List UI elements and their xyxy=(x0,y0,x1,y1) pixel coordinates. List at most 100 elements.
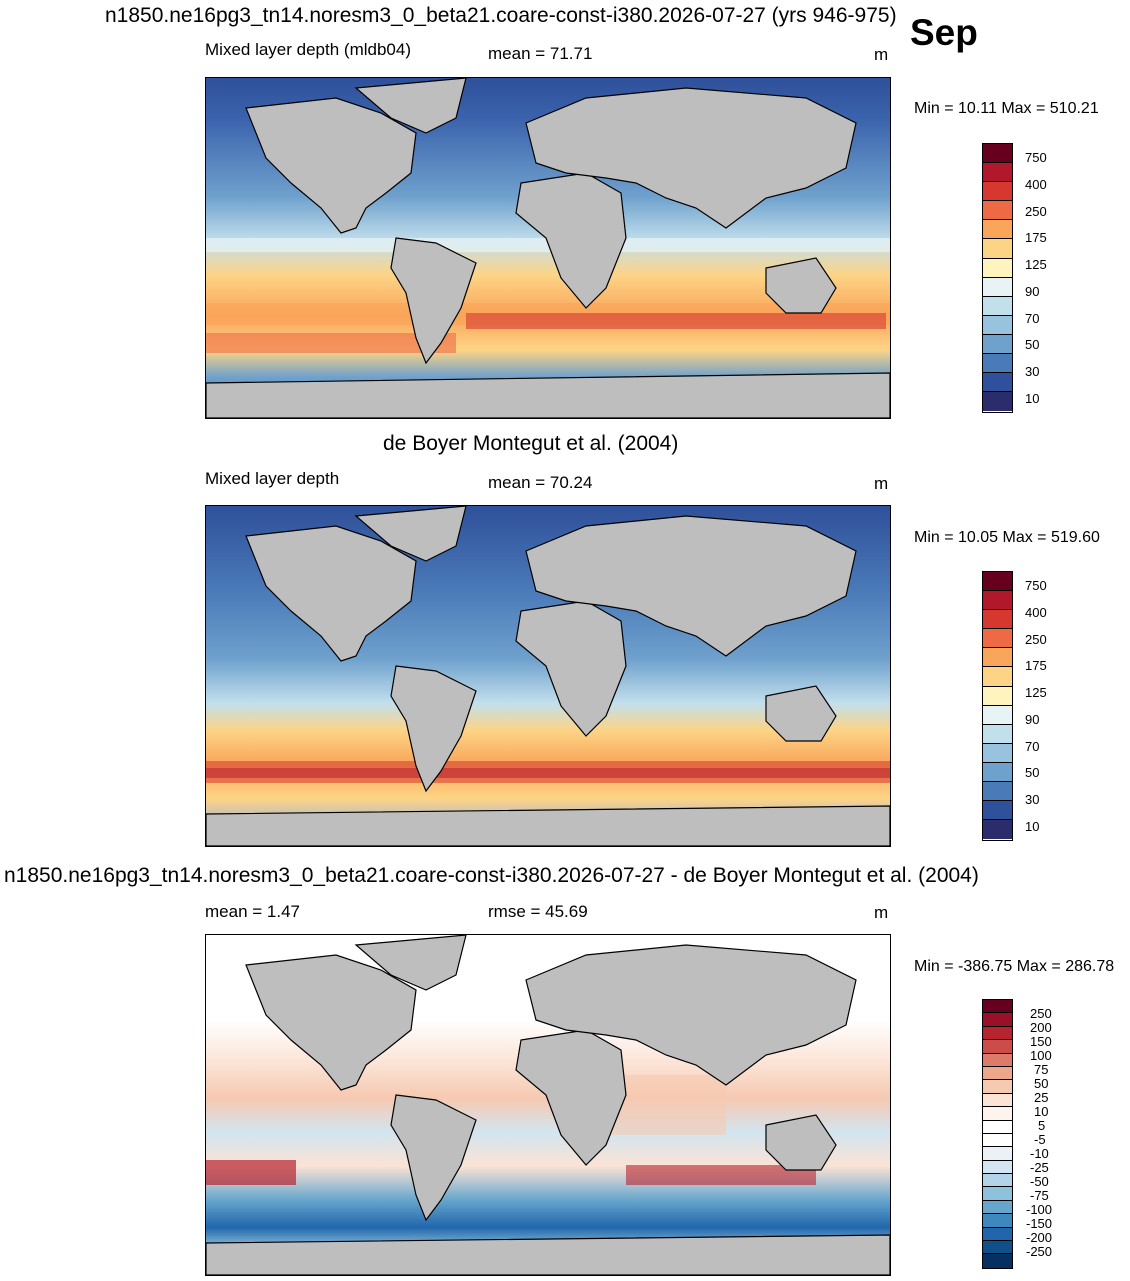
panel1-land xyxy=(206,78,890,418)
panel2-minmax: Min = 10.05 Max = 519.60 xyxy=(914,529,1100,546)
panel3-colorbar-label: 150 xyxy=(1030,1034,1052,1049)
panel2-colorbar-swatch xyxy=(983,610,1012,630)
panel2-colorbar-swatch xyxy=(983,724,1012,744)
panel2-colorbar-swatch xyxy=(983,629,1012,649)
panel3-colorbar-label: 75 xyxy=(1034,1062,1049,1077)
panel3-colorbar-label: -200 xyxy=(1026,1230,1053,1245)
panel1-colorbar-swatch xyxy=(983,144,1012,164)
panel3-colorbar-swatch xyxy=(983,1187,1012,1201)
panel2-units-label: m xyxy=(874,474,889,493)
panel1-colorbar-label: 250 xyxy=(1025,204,1047,219)
panel3-mean-label: mean = 1.47 xyxy=(205,902,300,921)
panel2-colorbar-label: 750 xyxy=(1025,578,1047,593)
month-label: Sep xyxy=(910,12,978,53)
panel2-land xyxy=(206,506,890,846)
panel3-colorbar-label: -150 xyxy=(1026,1216,1053,1231)
panel3-title: n1850.ne16pg3_tn14.noresm3_0_beta21.coar… xyxy=(4,864,979,887)
panel2-colorbar-swatch xyxy=(983,572,1012,592)
panel1-colorbar-swatch xyxy=(983,277,1012,297)
panel1-colorbar-label: 50 xyxy=(1025,337,1040,352)
panel3-rmse-label: rmse = 45.69 xyxy=(488,902,588,921)
panel1-colorbar-swatch xyxy=(983,373,1012,393)
panel3-colorbar-swatch xyxy=(983,1133,1012,1148)
panel1-colorbar-label: 125 xyxy=(1025,257,1047,272)
panel3-land xyxy=(206,935,890,1275)
panel1-colorbar-swatch xyxy=(983,201,1012,221)
panel2-colorbar-label: 70 xyxy=(1025,739,1040,754)
panel3-colorbar-swatch xyxy=(983,1160,1012,1175)
panel3-colorbar-label: 250 xyxy=(1030,1006,1052,1021)
panel2-colorbar-label: 10 xyxy=(1025,819,1040,834)
panel1-colorbar-label: 70 xyxy=(1025,311,1040,326)
panel2-colorbar-label: 175 xyxy=(1025,658,1047,673)
panel3-colorbar-swatch xyxy=(983,1214,1012,1228)
panel3-colorbar-swatch xyxy=(983,1066,1012,1081)
panel1-colorbar-label: 10 xyxy=(1025,391,1040,406)
panel2-colorbar-swatch xyxy=(983,648,1012,668)
panel3-colorbar-swatch xyxy=(983,1040,1012,1054)
panel3-colorbar xyxy=(982,999,1013,1269)
panel3-colorbar-label: -75 xyxy=(1030,1188,1049,1203)
panel1-colorbar-swatch xyxy=(983,334,1012,355)
panel3-colorbar-label: 50 xyxy=(1034,1076,1049,1091)
panel3-colorbar-swatch xyxy=(983,1000,1012,1014)
panel3-colorbar-label: 25 xyxy=(1034,1090,1049,1105)
panel2-colorbar-swatch xyxy=(983,667,1012,687)
panel3-colorbar-label: -25 xyxy=(1030,1160,1049,1175)
panel1-colorbar-swatch xyxy=(983,392,1012,412)
panel2-colorbar-swatch xyxy=(983,801,1012,821)
panel1-colorbar-label: 750 xyxy=(1025,150,1047,165)
panel3-colorbar-label: 200 xyxy=(1030,1020,1052,1035)
panel2-map xyxy=(205,505,891,847)
panel3-colorbar-swatch xyxy=(983,1026,1012,1041)
panel1-colorbar-label: 400 xyxy=(1025,177,1047,192)
panel3-colorbar-swatch xyxy=(983,1147,1012,1161)
panel1-colorbar-label: 30 xyxy=(1025,364,1040,379)
panel3-colorbar-swatch xyxy=(983,1254,1012,1268)
panel1-colorbar-swatch xyxy=(983,296,1012,316)
panel1-minmax: Min = 10.11 Max = 510.21 xyxy=(914,100,1099,117)
panel3-colorbar-swatch xyxy=(983,1013,1012,1027)
panel2-colorbar-label: 30 xyxy=(1025,792,1040,807)
panel2-colorbar-swatch xyxy=(983,782,1012,802)
panel3-colorbar-swatch xyxy=(983,1120,1012,1134)
panel3-colorbar-swatch xyxy=(983,1107,1012,1121)
panel3-colorbar-label: -100 xyxy=(1026,1202,1053,1217)
panel3-colorbar-swatch xyxy=(983,1200,1012,1215)
panel2-title: de Boyer Montegut et al. (2004) xyxy=(383,432,679,455)
panel2-colorbar-label: 400 xyxy=(1025,605,1047,620)
panel3-colorbar-label: -5 xyxy=(1034,1132,1046,1147)
panel3-colorbar-swatch xyxy=(983,1227,1012,1242)
panel2-colorbar-swatch xyxy=(983,820,1012,840)
panel3-colorbar-swatch xyxy=(983,1053,1012,1067)
panel3-colorbar-label: 100 xyxy=(1030,1048,1052,1063)
panel1-colorbar-label: 175 xyxy=(1025,230,1047,245)
panel1-colorbar-swatch xyxy=(983,354,1012,374)
panel1-colorbar-swatch xyxy=(983,163,1012,183)
panel3-map xyxy=(205,934,891,1276)
panel3-colorbar-swatch xyxy=(983,1080,1012,1094)
panel2-colorbar-swatch xyxy=(983,591,1012,611)
panel1-variable-label: Mixed layer depth (mldb04) xyxy=(205,40,411,59)
panel2-colorbar-label: 50 xyxy=(1025,765,1040,780)
panel2-colorbar-label: 250 xyxy=(1025,632,1047,647)
panel2-colorbar-swatch xyxy=(983,686,1012,706)
panel3-minmax: Min = -386.75 Max = 286.78 xyxy=(914,958,1115,975)
panel1-colorbar-swatch xyxy=(983,315,1012,335)
panel2-colorbar-label: 90 xyxy=(1025,712,1040,727)
panel1-colorbar-swatch xyxy=(983,220,1012,240)
panel3-colorbar-label: -250 xyxy=(1026,1244,1053,1259)
panel2-colorbar-swatch xyxy=(983,705,1012,725)
panel2-mean-label: mean = 70.24 xyxy=(488,473,593,492)
panel2-colorbar-swatch xyxy=(983,762,1012,783)
panel3-colorbar-swatch xyxy=(983,1174,1012,1188)
panel3-colorbar-swatch xyxy=(983,1093,1012,1108)
panel2-colorbar xyxy=(982,571,1013,841)
panel1-colorbar-swatch xyxy=(983,182,1012,202)
main-title: n1850.ne16pg3_tn14.noresm3_0_beta21.coar… xyxy=(105,4,897,27)
panel2-colorbar-swatch xyxy=(983,743,1012,763)
panel3-colorbar-swatch xyxy=(983,1241,1012,1255)
panel3-colorbar-label: -50 xyxy=(1030,1174,1049,1189)
panel1-mean-label: mean = 71.71 xyxy=(488,44,593,63)
panel1-colorbar-swatch xyxy=(983,258,1012,278)
